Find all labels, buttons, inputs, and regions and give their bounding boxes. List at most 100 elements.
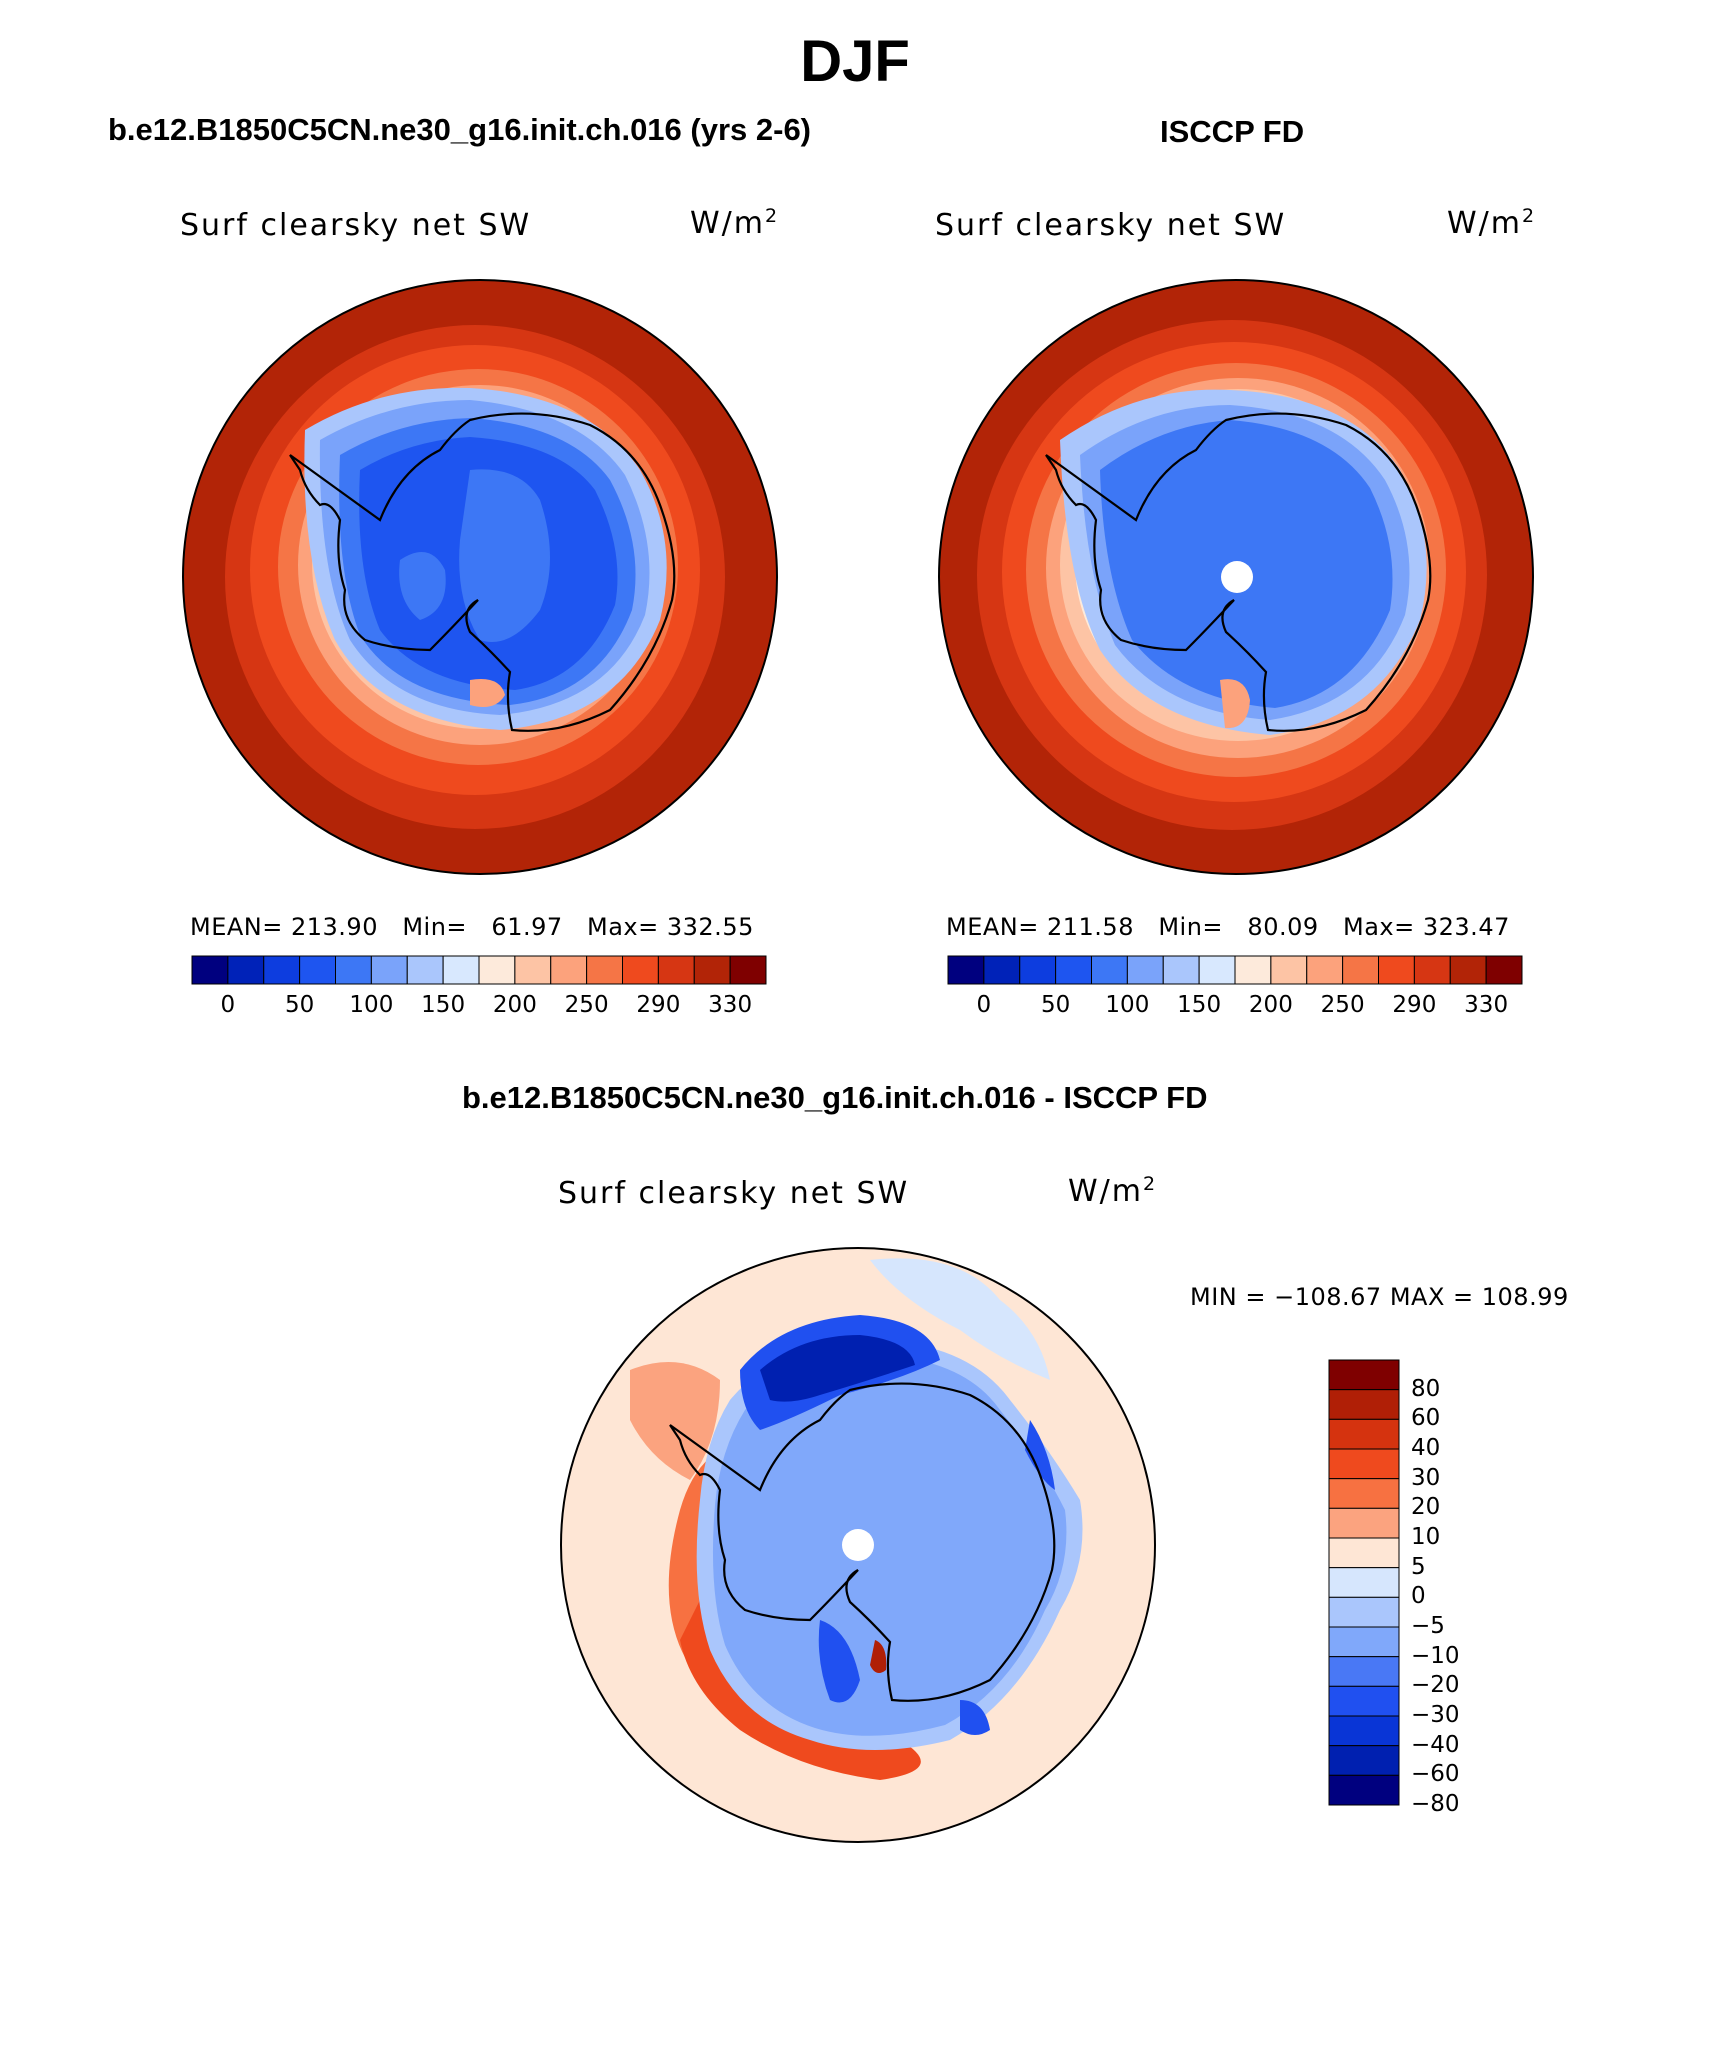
model-colorbar-tick-label: 250: [564, 992, 609, 1018]
diff-units-label: W/m2: [1068, 1173, 1158, 1209]
obs-colorbar-swatch: [1378, 955, 1415, 985]
model-colorbar-swatch: [514, 955, 552, 985]
obs-map-frame: [938, 279, 1534, 875]
model-map-frame: [182, 279, 778, 875]
model-colorbar-swatch: [550, 955, 588, 985]
colorbars: [191, 955, 1523, 1806]
diff-colorbar-tick-label: −60: [1411, 1761, 1460, 1788]
obs-coastline: [1045, 412, 1432, 732]
obs-colorbar-swatch: [1162, 955, 1200, 985]
obs-colorbar-swatch: [1234, 955, 1272, 985]
model-colorbar-swatch: [191, 955, 229, 985]
diff-colorbar-tick-label: 60: [1411, 1405, 1441, 1432]
diff-colorbar-swatch: [1328, 1418, 1400, 1450]
model-colorbar-swatch: [729, 955, 767, 985]
diff-colorbar-tick-label: 10: [1411, 1524, 1441, 1550]
model-colorbar-tick-label: 290: [636, 992, 681, 1018]
obs-colorbar-swatch: [1306, 955, 1344, 985]
obs-colorbar-tick-label: 0: [976, 992, 992, 1018]
model-panel-header: b.e12.B1850C5CN.ne30_g16.init.ch.016 (yr…: [108, 112, 812, 147]
diff-colorbar-swatch: [1328, 1537, 1400, 1569]
diff-variable-label: Surf clearsky net SW: [558, 1176, 910, 1211]
model-stats-text: MEAN= 213.90 Min= 61.97 Max= 332.55: [190, 913, 754, 941]
obs-colorbar-swatch: [1413, 955, 1451, 985]
obs-stats-text: MEAN= 211.58 Min= 80.09 Max= 323.47: [946, 913, 1510, 941]
diff-colorbar-swatch: [1328, 1685, 1400, 1717]
diff-colorbar-swatch: [1328, 1626, 1400, 1658]
diff-colorbar-tick-label: 40: [1411, 1435, 1441, 1461]
diff-colorbar-swatch: [1328, 1478, 1400, 1509]
diff-colorbar-tick-label: 5: [1411, 1553, 1426, 1580]
diff-colorbar-swatch: [1328, 1774, 1400, 1806]
obs-pole-hole: [1221, 561, 1253, 593]
obs-colorbar-swatch: [1019, 955, 1057, 985]
diff-colorbar-tick-label: −40: [1411, 1731, 1460, 1758]
diff-colorbar-swatch: [1328, 1596, 1400, 1628]
diff-colorbar-tick-label: −20: [1411, 1672, 1460, 1699]
model-colorbar-tick-label: 100: [349, 992, 394, 1018]
obs-colorbar-tick-label: 290: [1392, 992, 1437, 1018]
model-units-label: W/m2: [690, 205, 780, 241]
diff-colorbar-swatch: [1328, 1507, 1400, 1539]
model-colorbar-swatch: [478, 955, 516, 985]
diff-colorbar-tick-label: −80: [1411, 1791, 1460, 1817]
obs-colorbar-tick-label: 200: [1248, 992, 1293, 1018]
obs-colorbar-swatch: [1449, 955, 1487, 985]
model-coastline: [289, 412, 676, 732]
model-variable-label: Surf clearsky net SW: [180, 208, 532, 243]
obs-colorbar-swatch: [983, 955, 1021, 985]
diff-panel-header: b.e12.B1850C5CN.ne30_g16.init.ch.016 - I…: [462, 1080, 1208, 1115]
obs-panel-header: ISCCP FD: [1160, 114, 1305, 149]
diff-colorbar-tick-label: −10: [1411, 1642, 1460, 1669]
diff-colorbar-swatch: [1328, 1389, 1400, 1420]
diff-colorbar-swatch: [1328, 1745, 1400, 1776]
obs-variable-label: Surf clearsky net SW: [935, 208, 1287, 243]
obs-colorbar-swatch: [1198, 955, 1236, 985]
obs-colorbar-tick-label: 330: [1464, 992, 1509, 1018]
model-colorbar-swatch: [263, 955, 301, 985]
model-polar-map: [183, 280, 777, 874]
diff-colorbar-tick-label: 30: [1411, 1464, 1441, 1491]
diff-colorbar-tick-label: 20: [1411, 1494, 1441, 1521]
obs-colorbar-swatch: [1055, 955, 1092, 985]
diff-stats-text: MIN = −108.67 MAX = 108.99: [1190, 1283, 1569, 1311]
model-colorbar-tick-label: 150: [421, 992, 466, 1018]
obs-colorbar-tick-label: 50: [1040, 992, 1071, 1018]
diff-colorbar-tick-label: 80: [1411, 1375, 1441, 1402]
diff-pole-hole: [842, 1529, 874, 1561]
diff-colorbar-swatch: [1328, 1448, 1400, 1480]
obs-colorbar-swatch: [1342, 955, 1379, 985]
model-colorbar-swatch: [227, 955, 265, 985]
model-colorbar-swatch: [622, 955, 659, 985]
obs-colorbar-tick-label: 150: [1177, 992, 1222, 1018]
model-colorbar-swatch: [335, 955, 372, 985]
diff-map-frame: [560, 1247, 1156, 1843]
model-colorbar-tick-label: 330: [708, 992, 753, 1018]
diff-colorbar-swatch: [1328, 1359, 1400, 1391]
model-colorbar-tick-label: 50: [284, 992, 315, 1018]
model-colorbar-swatch: [406, 955, 444, 985]
diff-colorbar-swatch: [1328, 1656, 1400, 1687]
obs-colorbar-swatch: [1485, 955, 1523, 985]
model-colorbar-tick-label: 200: [492, 992, 537, 1018]
diff-colorbar-tick-label: 0: [1411, 1583, 1426, 1610]
obs-colorbar-tick-label: 250: [1320, 992, 1365, 1018]
obs-colorbar-swatch: [1270, 955, 1308, 985]
main-title: DJF: [800, 29, 910, 94]
obs-units-label: W/m2: [1447, 205, 1537, 241]
diff-colorbar-swatch: [1328, 1567, 1400, 1598]
obs-colorbar-swatch: [1126, 955, 1164, 985]
diff-colorbar-tick-label: −30: [1411, 1702, 1460, 1728]
model-colorbar-swatch: [299, 955, 336, 985]
model-colorbar-swatch: [657, 955, 695, 985]
diff-colorbar-swatch: [1328, 1715, 1400, 1747]
obs-colorbar-swatch: [947, 955, 985, 985]
diff-coastline: [669, 1382, 1056, 1702]
model-colorbar-swatch: [586, 955, 623, 985]
model-colorbar-tick-label: 0: [220, 992, 236, 1018]
model-colorbar-swatch: [442, 955, 480, 985]
obs-colorbar-swatch: [1091, 955, 1128, 985]
diff-colorbar-tick-label: −5: [1411, 1613, 1445, 1639]
model-colorbar-swatch: [693, 955, 731, 985]
